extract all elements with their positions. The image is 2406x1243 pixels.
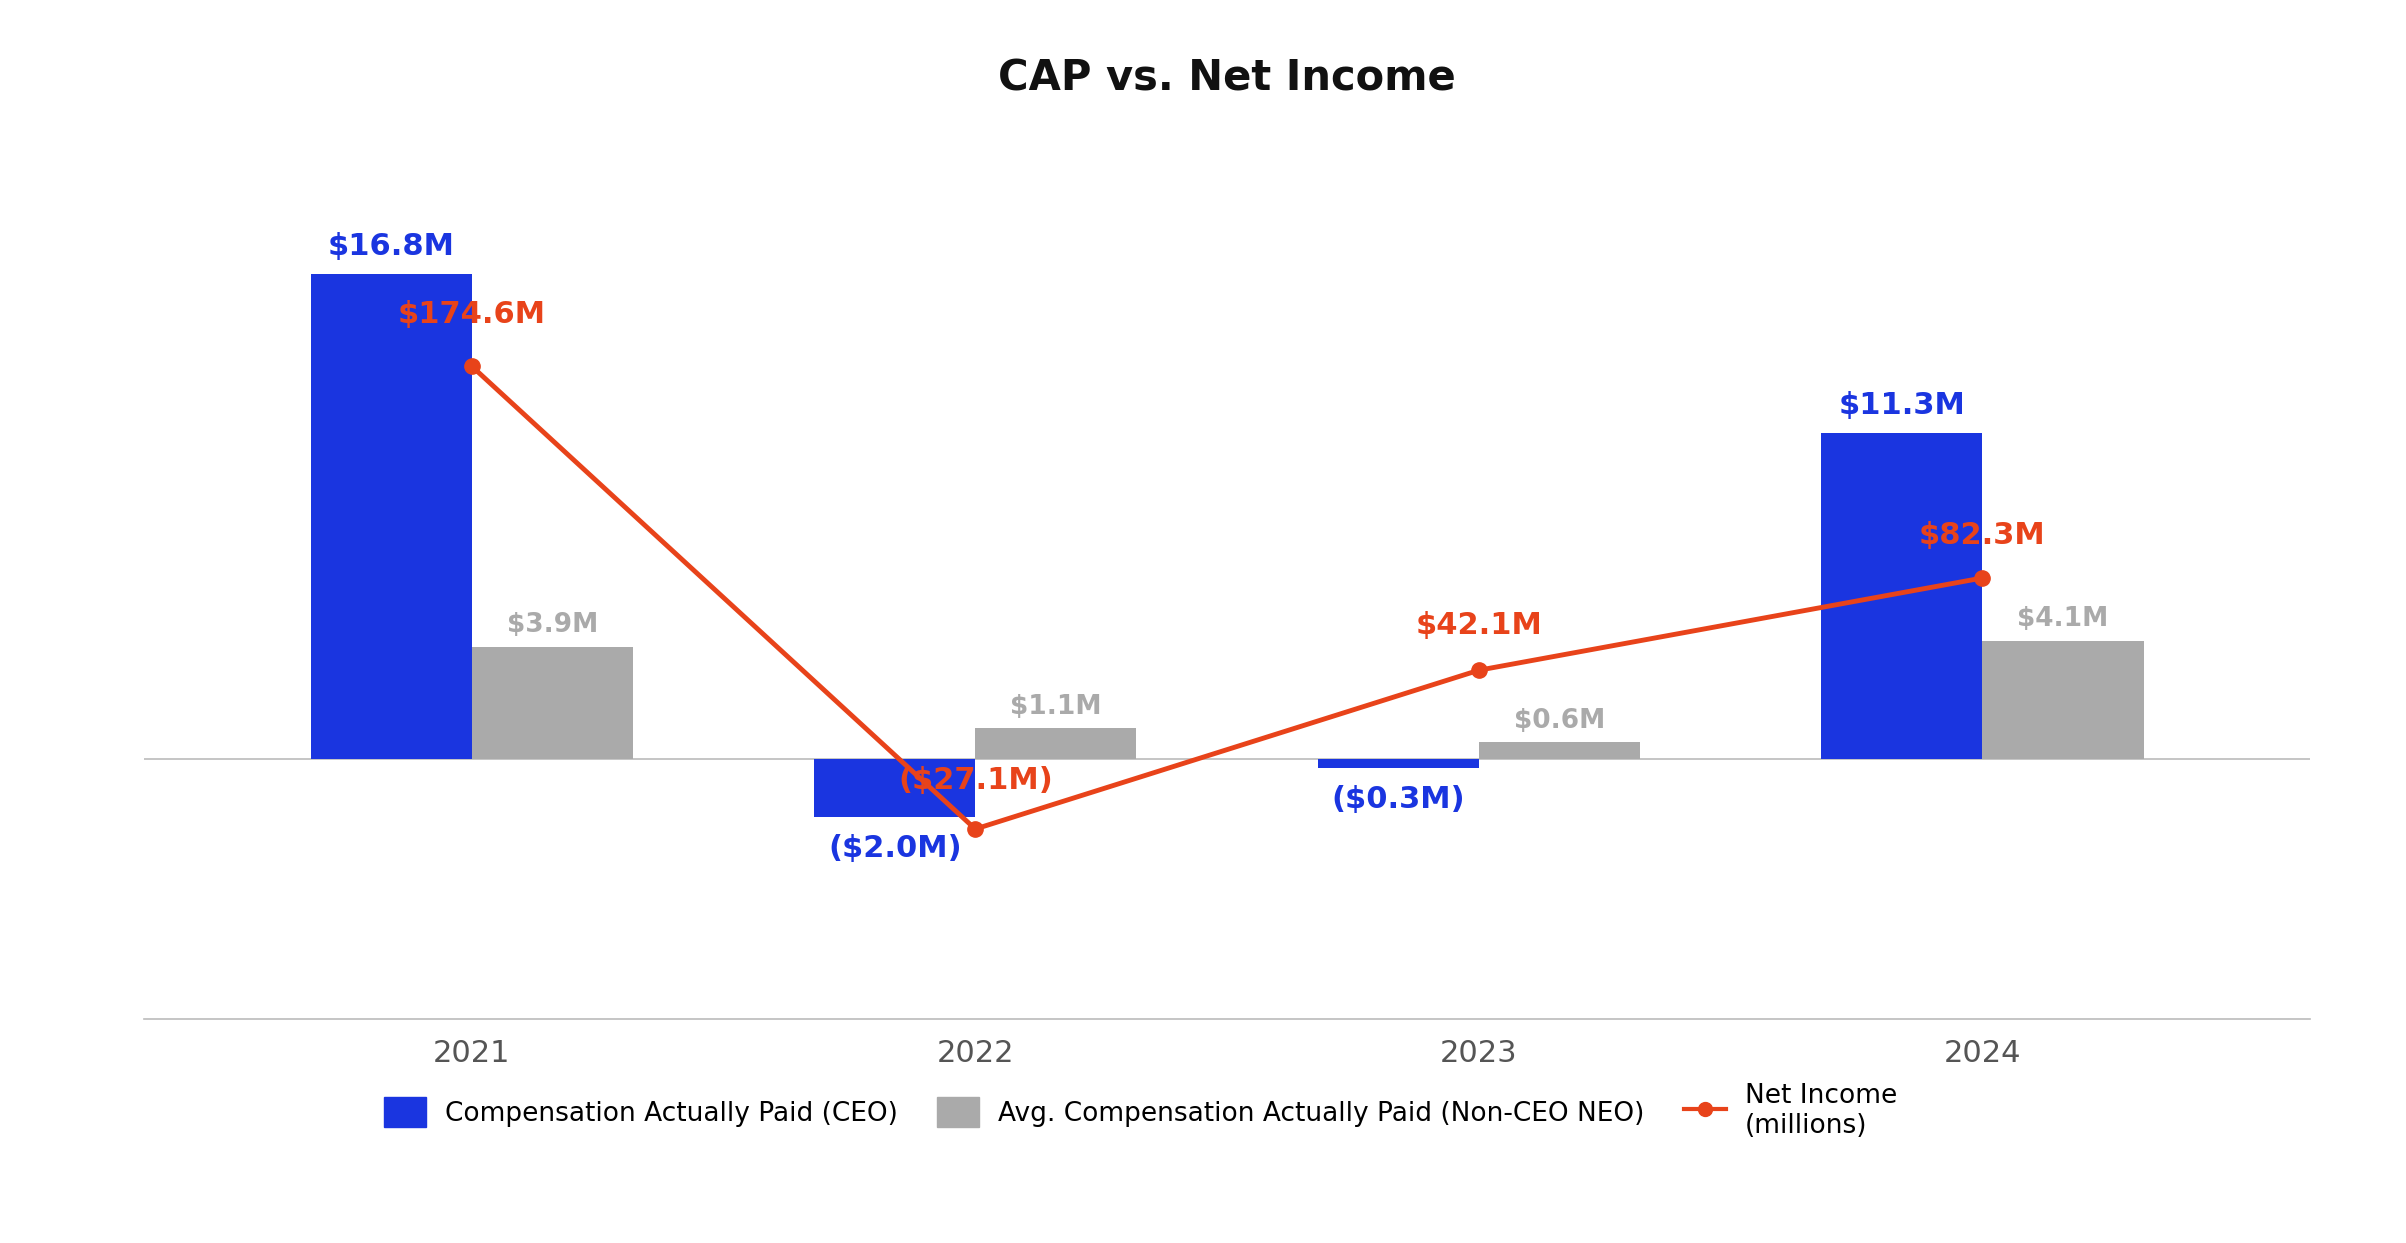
Text: $16.8M: $16.8M	[327, 232, 455, 261]
Bar	[974, 727, 1136, 759]
Text: $1.1M: $1.1M	[1011, 694, 1102, 720]
Bar	[310, 275, 472, 759]
Bar	[1983, 641, 2144, 759]
Bar	[1821, 434, 1983, 759]
Legend: Compensation Actually Paid (CEO), Avg. Compensation Actually Paid (Non-CEO NEO),: Compensation Actually Paid (CEO), Avg. C…	[373, 1073, 1908, 1150]
Text: $4.1M: $4.1M	[2016, 607, 2108, 633]
Text: $11.3M: $11.3M	[1838, 392, 1966, 420]
Text: $0.6M: $0.6M	[1513, 709, 1605, 735]
Bar	[1480, 742, 1641, 759]
Text: ($2.0M): ($2.0M)	[828, 834, 962, 864]
Text: ($27.1M): ($27.1M)	[897, 766, 1054, 794]
Bar	[1318, 759, 1480, 768]
Text: $42.1M: $42.1M	[1415, 612, 1542, 640]
Text: $3.9M: $3.9M	[508, 613, 597, 638]
Text: ($0.3M): ($0.3M)	[1331, 786, 1465, 814]
Title: CAP vs. Net Income: CAP vs. Net Income	[998, 58, 1456, 99]
Text: $174.6M: $174.6M	[397, 301, 546, 329]
Bar	[472, 646, 633, 759]
Text: $82.3M: $82.3M	[1920, 522, 2045, 551]
Bar	[813, 759, 974, 817]
